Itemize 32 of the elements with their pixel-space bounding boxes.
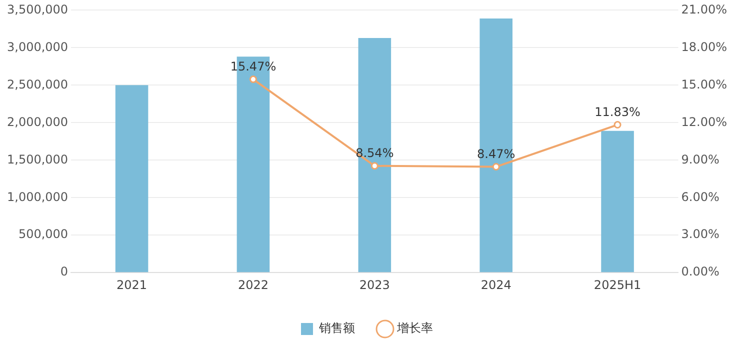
point	[249, 76, 257, 84]
y-tick-label: 1,000,000	[6, 190, 68, 204]
y-tick-label: 3,000,000	[6, 40, 68, 54]
bar	[115, 85, 148, 272]
bar	[480, 18, 512, 272]
x-tick-label: 2022	[238, 278, 268, 292]
point	[492, 163, 500, 171]
point	[614, 121, 622, 129]
y-tick-label: 0	[60, 264, 68, 279]
point	[370, 162, 378, 170]
y-tick-label: 500,000	[18, 227, 68, 242]
x-tick-label: 2024	[480, 278, 512, 292]
bar	[358, 38, 392, 272]
y2-tick-label: 9.00%	[681, 152, 720, 166]
legend-label: 增长率	[396, 321, 433, 336]
y2-tick-label: 12.00%	[681, 114, 728, 129]
y2-tick-label: 6.00%	[681, 190, 720, 204]
legend-label: 销售额	[318, 321, 355, 336]
data-label: 11.83%	[594, 104, 640, 119]
y-tick-label: 1,500,000	[6, 152, 68, 166]
y2-tick-label: 21.00%	[681, 2, 728, 16]
x-tick-label: 2021	[116, 278, 148, 292]
y2-tick-label: 3.00%	[681, 227, 720, 242]
y-tick-label: 3,500,000	[6, 2, 68, 16]
bar	[601, 130, 634, 272]
y-tick-label: 2,500,000	[6, 77, 68, 92]
y2-tick-label: 18.00%	[681, 40, 728, 54]
y2-tick-label: 0.00%	[681, 264, 720, 279]
x-tick-label: 2025H1	[594, 278, 642, 292]
y2-tick-label: 15.00%	[681, 77, 728, 92]
x-tick-label: 2023	[359, 278, 390, 292]
y-tick-label: 2,000,000	[6, 114, 68, 129]
